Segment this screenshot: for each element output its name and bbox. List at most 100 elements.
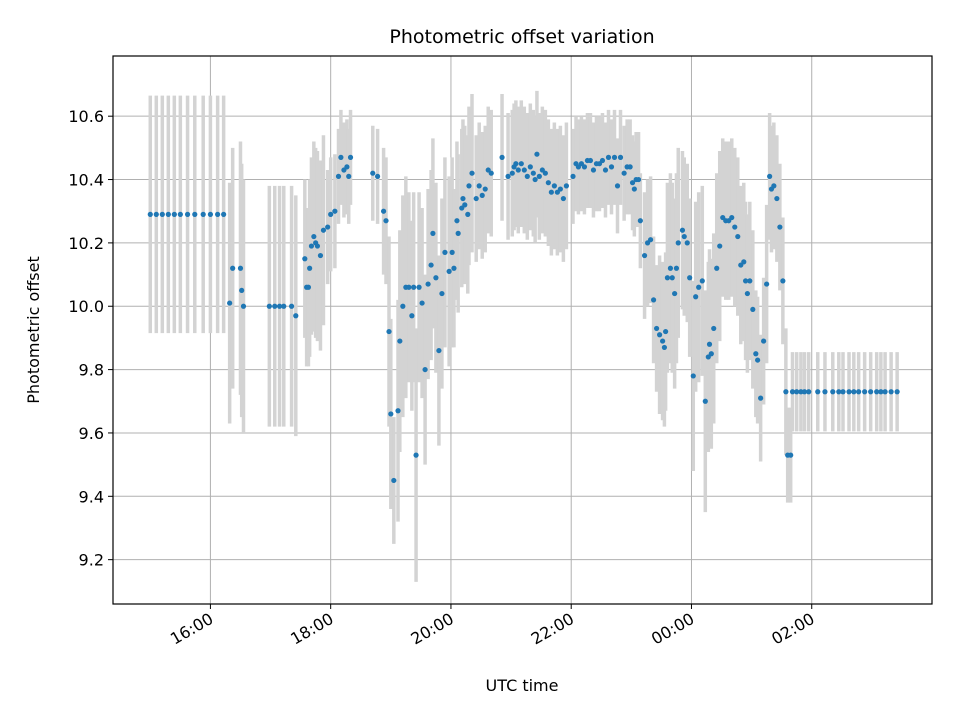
data-point [767,173,773,179]
data-point [706,341,713,347]
data-point [409,313,415,319]
data-point [153,211,159,217]
data-point [281,303,287,309]
data-point [862,389,868,395]
data-point [789,389,796,395]
data-point [687,275,693,281]
data-point [476,183,482,189]
data-point [215,211,221,217]
data-point [159,211,165,217]
data-point [641,252,648,259]
data-point [416,284,422,290]
data-point [621,170,627,176]
data-point [608,164,615,170]
data-point [551,183,557,189]
data-point [488,170,494,176]
data-point [780,278,786,284]
data-point [742,278,749,284]
x-tick-label: 16:00 [167,609,216,649]
data-point [305,284,312,290]
data-point [272,303,278,309]
data-point [344,164,350,170]
data-point [755,357,761,363]
data-point [758,395,764,401]
x-tick-label: 02:00 [768,609,817,649]
data-point [822,389,828,395]
data-point [482,186,488,192]
data-point [702,398,708,404]
data-point [509,170,515,176]
data-point [469,170,475,176]
data-point [563,183,569,189]
data-point [637,218,643,224]
data-point [679,227,686,233]
data-point [690,373,696,379]
data-point [425,281,431,287]
data-point [735,233,741,240]
data-point [308,243,315,249]
data-point [798,389,804,395]
data-point [846,389,852,395]
data-point [732,224,738,230]
data-point [200,211,206,217]
data-point [667,265,674,271]
data-point [370,170,376,176]
data-point [794,389,800,395]
data-point [462,202,468,208]
data-point [400,303,406,309]
data-point [388,411,394,417]
data-point [647,237,654,243]
data-point [302,256,308,262]
data-point [747,278,753,284]
data-point [669,275,675,281]
data-point [276,303,283,309]
data-point [436,347,442,354]
data-point [744,290,750,297]
data-point [777,224,783,230]
x-tick-label: 22:00 [528,609,577,649]
data-point [836,389,842,395]
data-point [430,230,436,236]
data-point [293,313,299,319]
data-point [524,173,530,179]
data-point [557,186,563,192]
data-point [696,284,702,290]
data-point [673,265,680,271]
data-point [460,195,466,202]
data-point [532,176,538,183]
data-point [657,332,663,338]
data-point [570,173,576,179]
data-point [635,176,642,183]
data-point [433,275,439,281]
plot-frame [112,55,933,605]
data-point [536,173,542,179]
data-point [672,290,678,297]
data-point [750,306,756,313]
data-point [419,300,425,306]
data-point [422,366,428,373]
data-point [311,233,317,240]
data-point [729,214,735,221]
data-point [346,173,352,179]
data-point [629,180,636,186]
data-point [874,389,880,395]
data-point [888,389,894,395]
data-point [442,249,448,255]
data-point [708,351,714,357]
data-point [332,208,338,214]
data-point [499,154,505,160]
data-point [560,195,566,202]
y-tick-label: 10.0 [68,297,104,316]
data-point [741,259,747,265]
y-tick-label: 9.8 [79,361,104,380]
data-point [513,161,519,167]
x-tick-label: 00:00 [648,609,697,649]
data-point [661,344,668,351]
data-point [631,186,637,192]
data-point [878,389,884,395]
data-point [239,287,245,294]
data-point [675,240,681,246]
data-point [380,208,387,214]
data-point [840,389,846,395]
